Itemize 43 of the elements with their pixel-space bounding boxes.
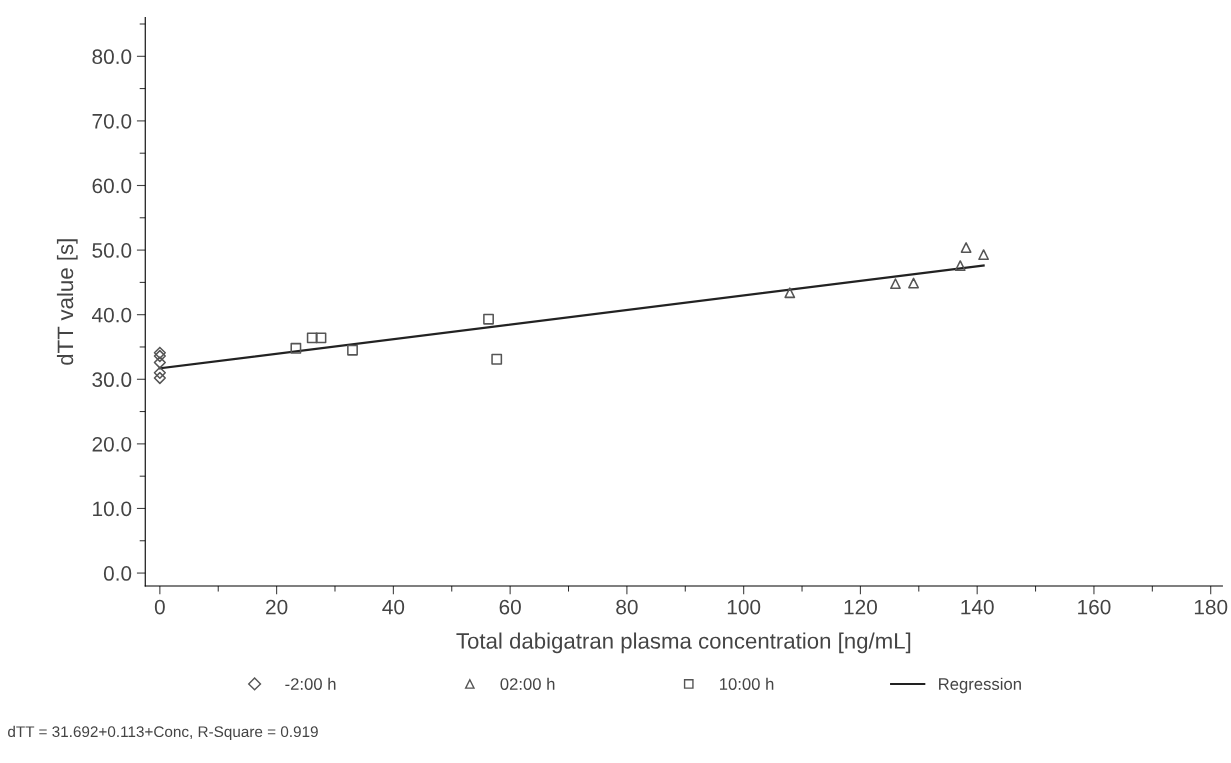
point [153,349,166,363]
x-tick-label: 80 [616,599,638,615]
y-tick-label: 40.0 [92,307,132,323]
x-tick-label: 100 [727,599,761,615]
point [954,260,966,272]
legend-label: Regression [939,677,1021,694]
y-tick-label: 20.0 [92,436,132,452]
x-tick-label: 140 [961,599,994,615]
x-tick-label: 160 [1078,599,1111,615]
x-tick-label: 40 [382,599,405,615]
point [315,332,327,344]
point [290,342,302,354]
x-tick-label: 20 [266,599,288,615]
y-tick-label: 30.0 [92,372,132,388]
point [483,313,494,325]
point [347,344,358,356]
legend-label: -2:00 h [285,677,336,690]
y-tick-label: 10.0 [93,501,132,517]
point [978,249,990,261]
x-tick-label: 120 [844,599,877,615]
point [491,353,503,365]
y-axis-title: dTT value [s] [56,239,78,365]
y-tick-label: 70.0 [92,113,132,129]
point [306,332,318,344]
y-tick-label: 0.0 [103,566,132,581]
x-tick-label: 0 [154,599,165,615]
y-tick-label: 60.0 [92,178,132,194]
point [153,371,166,385]
legend-label: 10:00 h [720,677,774,690]
x-axis-title: Total dabigatran plasma concentration [ng/mL] [456,632,911,654]
point [153,356,166,369]
y-tick-label: 50.0 [92,243,132,258]
x-tick-label: 180 [1194,599,1228,615]
point [890,278,901,290]
point [153,366,166,379]
text: dTT = 31.692+0.113+Conc, R-Square = 0.919 [8,725,318,741]
point [908,277,919,289]
x-tick-label: 60 [499,599,521,615]
y-tick-label: 80.0 [92,49,132,65]
legend-label: 02:00 h [500,677,555,690]
point [153,346,166,359]
point [960,242,972,253]
point [784,287,796,299]
